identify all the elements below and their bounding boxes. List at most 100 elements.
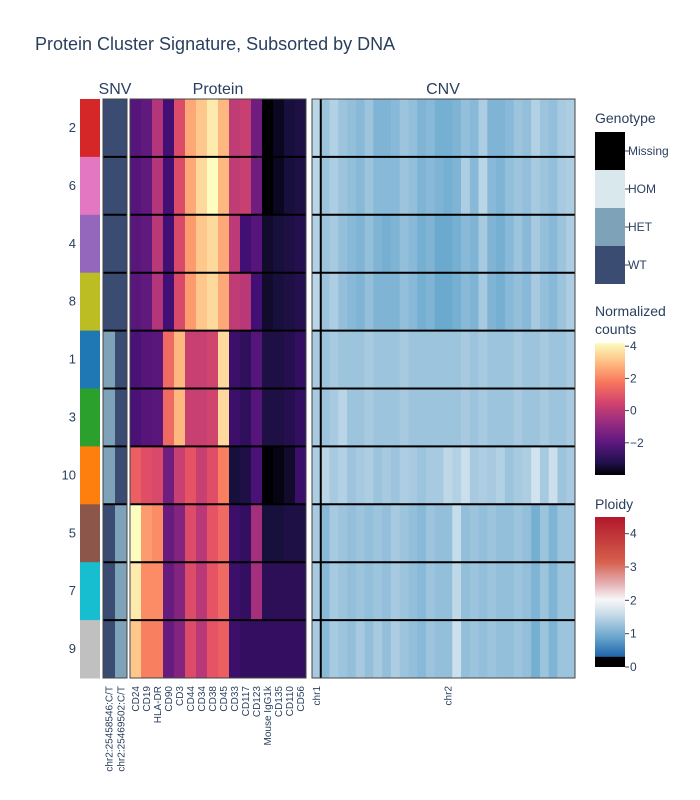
protein-cell	[185, 156, 197, 216]
protein-panel-title: Protein	[193, 81, 244, 98]
protein-cell	[240, 214, 252, 274]
cnv-cell	[452, 272, 462, 331]
cnv-cell	[557, 272, 567, 331]
protein-cell	[262, 446, 274, 505]
cnv-cell	[390, 620, 401, 679]
cnv-cell	[496, 446, 506, 505]
cnv-cell	[461, 99, 471, 158]
protein-cell	[262, 214, 274, 274]
cnv-cell	[347, 330, 357, 389]
protein-marker-label: HLA-DR	[153, 686, 164, 723]
cnv-cell	[504, 388, 515, 447]
protein-marker-label: CD123	[252, 686, 263, 718]
protein-cell	[196, 272, 208, 331]
protein-cell	[295, 214, 307, 274]
cnv-cell	[373, 562, 383, 621]
x-tick-labels: chr2:25458546:C/T chr2:25469502:C/T CD24 CD…	[105, 685, 455, 772]
cnv-cell	[408, 330, 418, 389]
cnv-cell	[496, 272, 506, 331]
cnv-cell	[566, 388, 576, 447]
cnv-cell	[347, 388, 357, 447]
cnv-cell	[531, 388, 541, 447]
protein-cell	[141, 388, 153, 447]
cnv-cell	[347, 156, 357, 216]
protein-cell	[284, 99, 296, 158]
protein-cell	[240, 620, 252, 679]
cnv-cell	[522, 214, 532, 274]
snv-panel-frame	[102, 98, 128, 679]
cnv-cell	[399, 446, 409, 505]
protein-marker-label: Mouse IgG1k	[263, 685, 274, 745]
cnv-cell	[320, 446, 330, 505]
cnv-cell	[434, 214, 444, 274]
cnv-cell	[566, 504, 576, 563]
cnv-cell	[487, 156, 497, 216]
cnv-cell	[382, 388, 392, 447]
cnv-cell	[522, 330, 532, 389]
cnv-cell	[504, 562, 515, 621]
cnv-cell	[425, 620, 436, 679]
protein-cell	[295, 388, 307, 447]
cnv-cell	[496, 504, 506, 563]
cnv-cell	[320, 388, 330, 447]
cnv-cell	[382, 562, 392, 621]
ploidy-colorbar-tick-label: 4	[630, 527, 637, 541]
protein-cell	[130, 388, 142, 447]
cnv-cell	[443, 99, 453, 158]
cluster-label-5: 5	[69, 525, 76, 540]
cnv-cell	[504, 156, 515, 216]
protein-cell	[174, 504, 186, 563]
cnv-cell	[487, 330, 497, 389]
snv-cell	[115, 620, 128, 679]
protein-cell	[295, 620, 307, 679]
protein-cell	[163, 620, 175, 679]
protein-cell	[141, 330, 153, 389]
cnv-cell	[443, 446, 453, 505]
cnv-cell	[312, 214, 322, 274]
protein-cell	[273, 214, 285, 274]
protein-cell	[251, 388, 263, 447]
protein-cell	[174, 272, 186, 331]
protein-cell	[130, 330, 142, 389]
protein-cell	[218, 388, 230, 447]
cnv-cell	[487, 504, 497, 563]
protein-cell	[273, 562, 285, 621]
cnv-cell	[487, 214, 497, 274]
cnv-cell	[382, 620, 392, 679]
cnv-cell	[452, 388, 462, 447]
cnv-cell	[390, 214, 401, 274]
protein-cell	[262, 620, 274, 679]
cnv-cell	[504, 330, 515, 389]
cnv-cell	[522, 446, 532, 505]
cnv-cell	[461, 504, 471, 563]
cnv-cell	[382, 156, 392, 216]
protein-cell	[207, 214, 219, 274]
protein-cell	[229, 446, 241, 505]
protein-cell	[229, 214, 241, 274]
cnv-cell	[408, 504, 418, 563]
cnv-cell	[329, 388, 339, 447]
genotype-swatch-missing	[595, 132, 625, 170]
cnv-cell	[531, 156, 541, 216]
protein-cell	[185, 99, 197, 158]
protein-cell	[273, 388, 285, 447]
protein-cell	[185, 562, 197, 621]
cnv-cell	[452, 446, 462, 505]
cnv-cell	[504, 99, 515, 158]
ploidy-colorbar-tick-label: 3	[630, 560, 637, 574]
protein-cell	[163, 446, 175, 505]
protein-cell	[207, 330, 219, 389]
cnv-cell	[557, 446, 567, 505]
protein-cell	[273, 99, 285, 158]
protein-marker-label: CD44	[186, 686, 197, 712]
cnv-cell	[320, 620, 330, 679]
cnv-cell	[399, 156, 409, 216]
protein-cell	[174, 330, 186, 389]
cnv-cell	[557, 156, 567, 216]
protein-cell	[295, 99, 307, 158]
cnv-cell	[487, 99, 497, 158]
cnv-cell	[504, 504, 515, 563]
cnv-cell	[452, 330, 462, 389]
cnv-cell	[548, 446, 558, 505]
cnv-cell	[373, 156, 383, 216]
